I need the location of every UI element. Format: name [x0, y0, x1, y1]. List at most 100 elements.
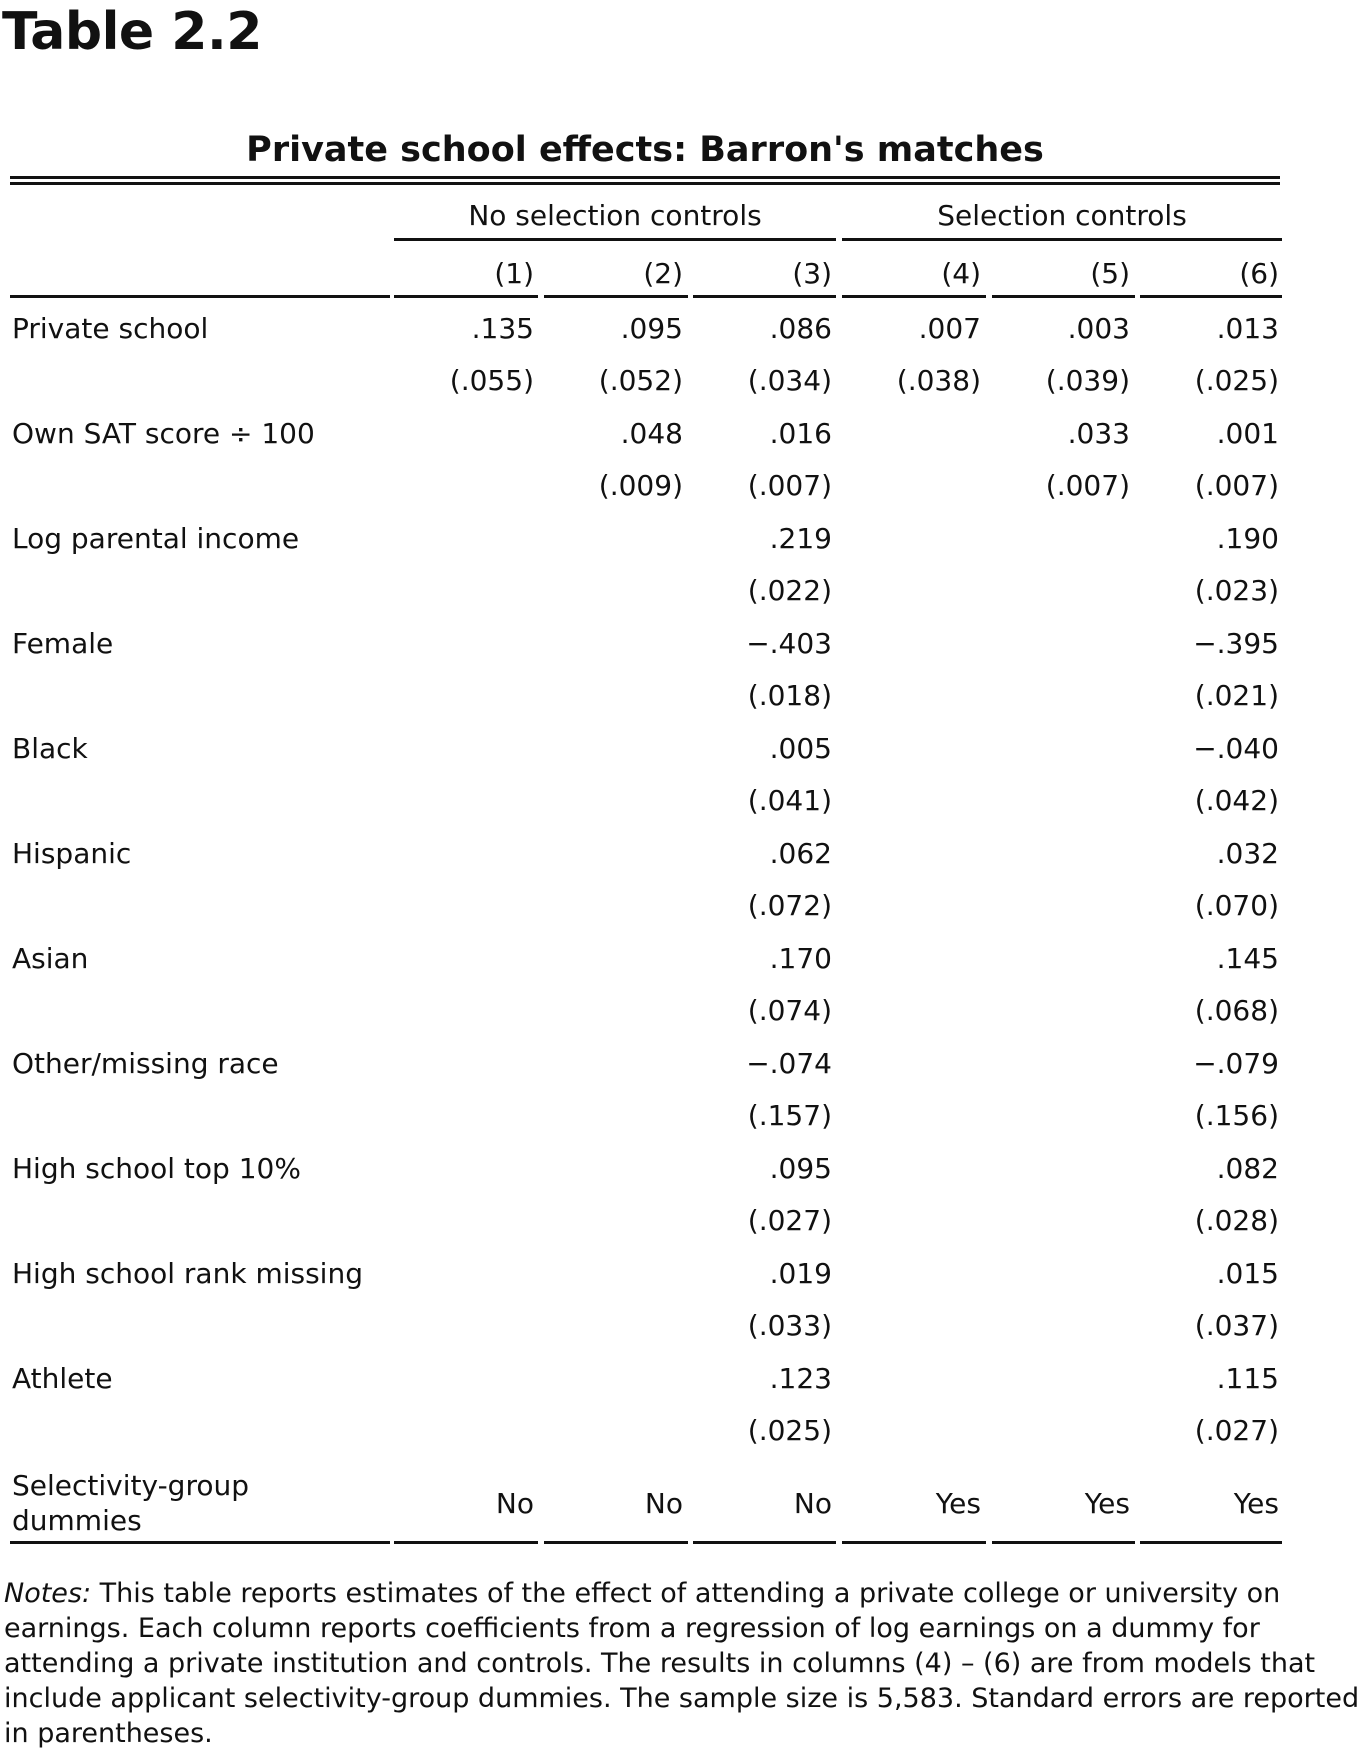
row-label: Female [12, 627, 114, 660]
header-rule-label [10, 295, 390, 298]
standard-error-cell: (.055) [449, 364, 534, 397]
coefficient-cell: .095 [620, 312, 683, 345]
column-header-4: (4) [941, 257, 981, 290]
row-label: Hispanic [12, 837, 132, 870]
standard-error-cell: (.028) [1194, 1204, 1279, 1237]
dummies-cell-1: No [495, 1487, 534, 1520]
top-double-rule [10, 176, 1280, 185]
bottom-rule-col-2 [544, 1541, 688, 1544]
coefficient-cell: .033 [1067, 417, 1130, 450]
dummies-cell-4: Yes [935, 1487, 981, 1520]
row-label: Black [12, 732, 88, 765]
header-rule-col-5 [992, 295, 1135, 298]
coefficient-cell: −.395 [1193, 627, 1279, 660]
row-label: Private school [12, 312, 209, 345]
bottom-rule-col-5 [992, 1541, 1135, 1544]
coefficient-cell: .170 [769, 942, 832, 975]
header-rule-col-6 [1140, 295, 1282, 298]
group-header-no-selection: No selection controls [468, 199, 762, 232]
standard-error-cell: (.070) [1194, 889, 1279, 922]
coefficient-cell: −.403 [746, 627, 832, 660]
standard-error-cell: (.009) [598, 469, 683, 502]
coefficient-cell: .003 [1067, 312, 1130, 345]
row-label: Other/missing race [12, 1047, 279, 1080]
column-header-2: (2) [643, 257, 683, 290]
coefficient-cell: .062 [769, 837, 832, 870]
standard-error-cell: (.025) [747, 1414, 832, 1447]
coefficient-cell: .082 [1216, 1152, 1279, 1185]
header-rule-col-4 [842, 295, 986, 298]
coefficient-cell: −.074 [746, 1047, 832, 1080]
coefficient-cell: .015 [1216, 1257, 1279, 1290]
column-header-1: (1) [494, 257, 534, 290]
dummies-row-label-line2: dummies [12, 1504, 142, 1537]
standard-error-cell: (.027) [747, 1204, 832, 1237]
coefficient-cell: .115 [1216, 1362, 1279, 1395]
bottom-rule-label [10, 1541, 390, 1544]
standard-error-cell: (.072) [747, 889, 832, 922]
bottom-rule-col-4 [842, 1541, 986, 1544]
dummies-cell-5: Yes [1084, 1487, 1130, 1520]
coefficient-cell: .032 [1216, 837, 1279, 870]
column-header-3: (3) [792, 257, 832, 290]
group-header-selection: Selection controls [937, 199, 1187, 232]
bottom-rule-col-3 [693, 1541, 836, 1544]
standard-error-cell: (.022) [747, 574, 832, 607]
coefficient-cell: .219 [769, 522, 832, 555]
standard-error-cell: (.068) [1194, 994, 1279, 1027]
row-label: Log parental income [12, 522, 300, 555]
standard-error-cell: (.074) [747, 994, 832, 1027]
dummies-cell-3: No [793, 1487, 832, 1520]
standard-error-cell: (.052) [598, 364, 683, 397]
standard-error-cell: (.037) [1194, 1309, 1279, 1342]
coefficient-cell: .019 [769, 1257, 832, 1290]
standard-error-cell: (.007) [1194, 469, 1279, 502]
table-notes: Notes: This table reports estimates of t… [4, 1576, 1360, 1751]
coefficient-cell: .001 [1216, 417, 1279, 450]
coefficient-cell: −.040 [1193, 732, 1279, 765]
coefficient-cell: .123 [769, 1362, 832, 1395]
notes-text: This table reports estimates of the effe… [4, 1578, 1360, 1749]
standard-error-cell: (.033) [747, 1309, 832, 1342]
column-header-5: (5) [1090, 257, 1130, 290]
coefficient-cell: .005 [769, 732, 832, 765]
row-label: Asian [12, 942, 89, 975]
standard-error-cell: (.041) [747, 784, 832, 817]
row-label: Own SAT score ÷ 100 [12, 417, 315, 450]
notes-lead: Notes: [4, 1578, 92, 1609]
coefficient-cell: .048 [620, 417, 683, 450]
standard-error-cell: (.023) [1194, 574, 1279, 607]
coefficient-cell: .135 [471, 312, 534, 345]
row-label: High school top 10% [12, 1152, 301, 1185]
header-rule-col-1 [394, 295, 538, 298]
standard-error-cell: (.007) [747, 469, 832, 502]
coefficient-cell: .190 [1216, 522, 1279, 555]
standard-error-cell: (.021) [1194, 679, 1279, 712]
table-label: Table 2.2 [2, 2, 262, 62]
standard-error-cell: (.025) [1194, 364, 1279, 397]
dummies-cell-2: No [644, 1487, 683, 1520]
header-rule-col-2 [544, 295, 688, 298]
coefficient-cell: −.079 [1193, 1047, 1279, 1080]
coefficient-cell: .013 [1216, 312, 1279, 345]
coefficient-cell: .007 [918, 312, 981, 345]
group-rule-no-selection [394, 238, 836, 241]
row-label: Athlete [12, 1362, 113, 1395]
standard-error-cell: (.027) [1194, 1414, 1279, 1447]
coefficient-cell: .095 [769, 1152, 832, 1185]
row-label: High school rank missing [12, 1257, 363, 1290]
dummies-cell-6: Yes [1233, 1487, 1279, 1520]
standard-error-cell: (.157) [747, 1099, 832, 1132]
standard-error-cell: (.156) [1194, 1099, 1279, 1132]
column-header-6: (6) [1239, 257, 1279, 290]
group-rule-selection [842, 238, 1282, 241]
standard-error-cell: (.042) [1194, 784, 1279, 817]
dummies-row-label-line1: Selectivity-group [12, 1469, 249, 1502]
standard-error-cell: (.018) [747, 679, 832, 712]
standard-error-cell: (.007) [1045, 469, 1130, 502]
standard-error-cell: (.039) [1045, 364, 1130, 397]
bottom-rule-col-6 [1140, 1541, 1282, 1544]
header-rule-col-3 [693, 295, 836, 298]
coefficient-cell: .145 [1216, 942, 1279, 975]
coefficient-cell: .016 [769, 417, 832, 450]
